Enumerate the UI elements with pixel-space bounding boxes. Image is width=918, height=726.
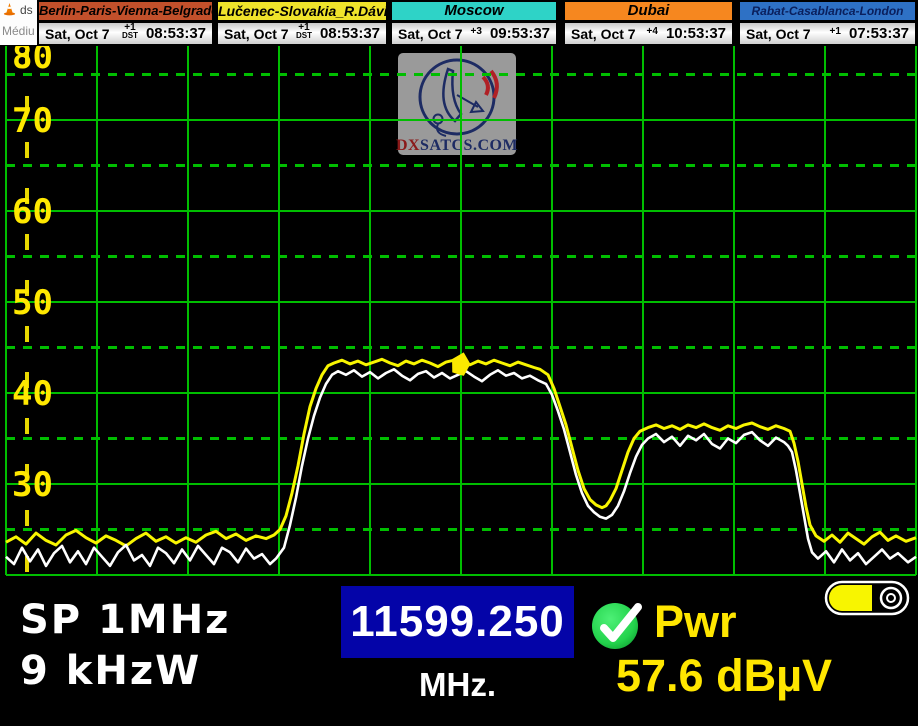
max-hold-trace [5, 357, 917, 548]
clock-date: Sat, Oct 7 [746, 25, 811, 42]
clock-time: 10:53:37 [665, 25, 726, 42]
media-menu-item[interactable]: Médiu [2, 24, 35, 38]
background-media-player-window: ds Médiu [0, 0, 37, 45]
clock-date: Sat, Oct 7 [398, 25, 463, 42]
clock-time-row: Sat, Oct 7 +4 10:53:37 [563, 22, 734, 46]
clock-utc-offset: +1 DST [295, 21, 312, 40]
y-axis-tick-label: 70 [12, 101, 53, 141]
lock-ok-icon [590, 599, 648, 656]
clock-date: Sat, Oct 7 [45, 25, 110, 42]
clock-utc-offset: +4 [646, 25, 658, 37]
y-axis-labels: 80 70 60 50 40 30 [12, 46, 53, 505]
y-axis-tick-label: 50 [12, 283, 53, 323]
battery-icon [823, 578, 911, 623]
clock-city-label: Moscow [390, 0, 558, 22]
spectrum-chart: DXSATCS.COM 80 70 60 50 40 30 [5, 46, 917, 576]
chart-grid [5, 46, 917, 576]
frequency-display[interactable]: 11599.250 [341, 586, 574, 658]
clock-time-row: Sat, Oct 7 +3 09:53:37 [390, 22, 558, 46]
clock-city-label: Berlin-Paris-Vienna-Belgrade [37, 0, 214, 22]
clock-date: Sat, Oct 7 [571, 25, 636, 42]
live-trace [5, 368, 917, 568]
y-axis-tick-label: 40 [12, 374, 53, 414]
y-axis-tick-label: 30 [12, 465, 53, 505]
media-file-label: ds [20, 2, 33, 17]
clock-time-row: Sat, Oct 7 +1 07:53:37 [738, 22, 917, 46]
vlc-cone-icon [3, 2, 16, 16]
world-clock-panel-1[interactable]: Berlin-Paris-Vienna-Belgrade Sat, Oct 7 … [37, 0, 214, 46]
span-readout: SP 1MHz [20, 597, 231, 643]
power-label: Pwr [654, 596, 737, 647]
signal-waves-icon [481, 75, 490, 96]
clock-city-label: Dubai [563, 0, 734, 22]
dxsatcs-logo: DXSATCS.COM [396, 53, 518, 155]
chart-traces [5, 357, 917, 568]
clock-utc-offset: +1 DST [121, 21, 138, 40]
logo-text: DXSATCS.COM [396, 137, 518, 154]
clock-time-row: Sat, Oct 7 +1 DST 08:53:37 [216, 22, 388, 46]
clock-bar: Berlin-Paris-Vienna-Belgrade Sat, Oct 7 … [37, 0, 917, 46]
frequency-unit: MHz. [419, 666, 496, 703]
clock-utc-offset: +3 [470, 25, 482, 37]
y-axis-tick-label: 60 [12, 192, 53, 232]
clock-utc-offset: +1 [829, 25, 841, 37]
frequency-value: 11599.250 [350, 597, 565, 646]
frequency-marker [452, 352, 471, 376]
clock-city-label: Rabat-Casablanca-London [738, 0, 917, 22]
clock-date: Sat, Oct 7 [224, 25, 289, 42]
clock-time: 07:53:37 [848, 25, 909, 42]
world-clock-panel-4[interactable]: Dubai Sat, Oct 7 +4 10:53:37 [563, 0, 734, 46]
world-clock-panel-3[interactable]: Moscow Sat, Oct 7 +3 09:53:37 [390, 0, 558, 46]
power-value: 57.6 dBµV [616, 650, 833, 701]
clock-time: 08:53:37 [319, 25, 380, 42]
y-axis-tick-label: 80 [12, 46, 53, 77]
clock-city-label: Lučenec-Slovakia_R.Dávid [216, 0, 388, 22]
clock-time: 09:53:37 [489, 25, 550, 42]
world-clock-panel-5[interactable]: Rabat-Casablanca-London Sat, Oct 7 +1 07… [738, 0, 917, 46]
world-clock-panel-2[interactable]: Lučenec-Slovakia_R.Dávid Sat, Oct 7 +1 DS… [216, 0, 388, 46]
clock-time-row: Sat, Oct 7 +1 DST 08:53:37 [37, 22, 214, 46]
marker-diamond [452, 352, 471, 376]
rbw-readout: 9 kHzW [20, 648, 202, 694]
clock-time: 08:53:37 [145, 25, 206, 42]
